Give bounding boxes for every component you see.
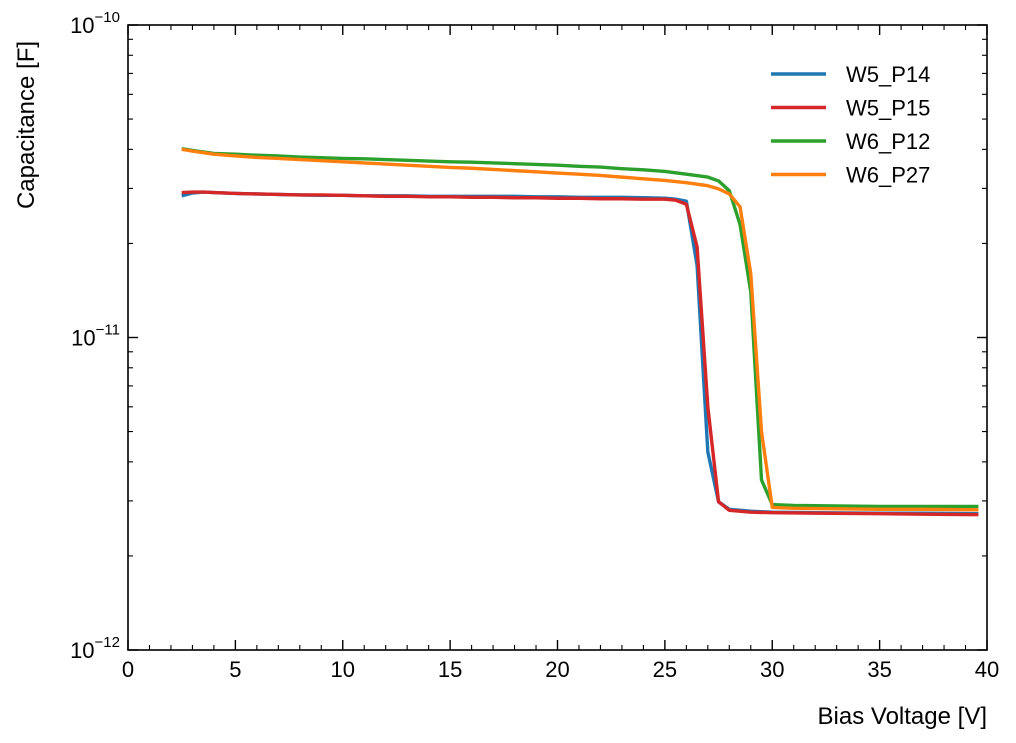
y-tick-label-base: 10 [70,638,94,663]
y-tick-label-base: 10 [71,326,95,351]
series-line-w5-p15 [181,190,979,517]
plot-frame [127,24,988,651]
y-axis-label: Capacitance [F] [13,41,40,209]
series-line-w6-p12 [181,147,979,509]
legend-entry-label: W6_P12 [846,129,930,154]
x-tick-label: 15 [438,657,462,682]
x-tick-label: 35 [867,657,891,682]
legend-entry-label: W5_P14 [846,62,930,87]
y-tick-label: 10−11 [71,322,120,351]
y-tick-label-base: 10 [70,13,94,38]
x-tick-label: 0 [122,657,134,682]
x-tick-label: 20 [545,657,569,682]
x-tick-label: 10 [331,657,355,682]
series-line-w6-p27 [181,147,979,512]
x-tick-label: 5 [229,657,241,682]
y-tick-label: 10−12 [70,634,120,663]
data-series [181,147,979,517]
x-tick-label: 25 [653,657,677,682]
legend-entry-label: W6_P27 [846,163,930,188]
x-tick-label: 30 [760,657,784,682]
y-tick-label-exponent: −11 [96,322,120,339]
x-axis-label: Bias Voltage [V] [818,703,987,730]
legend: W5_P14 W5_P15 W6_P12 W6_P27 [771,62,930,188]
axis-ticks [127,24,988,651]
x-tick-label: 40 [975,657,999,682]
y-tick-label: 10−10 [70,9,120,38]
y-tick-label-exponent: −12 [95,634,120,651]
legend-entry-label: W5_P15 [846,96,930,121]
y-tick-label-exponent: −10 [95,9,120,26]
